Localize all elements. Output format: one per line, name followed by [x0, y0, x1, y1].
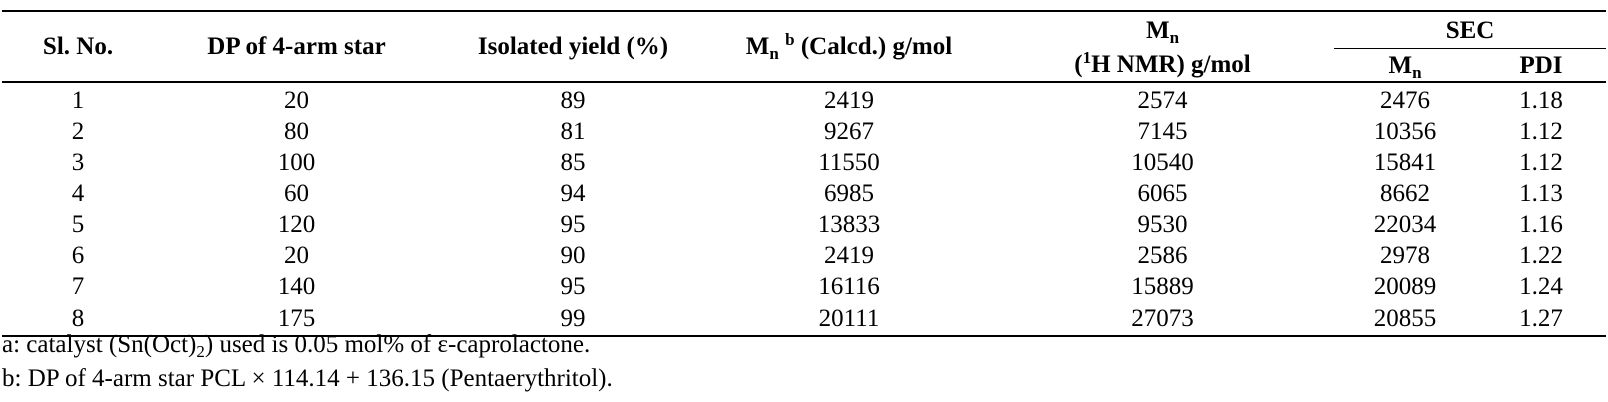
- table-row: 4 60 94 6985 6065 8662 1.13: [2, 178, 1606, 209]
- cell-sec-mn: 2978: [1380, 242, 1430, 269]
- cell-sec-mn: 22034: [1373, 211, 1437, 238]
- cell-dp: 140: [277, 273, 316, 300]
- cell-pdi: 1.16: [1519, 211, 1563, 238]
- cell-mn-nmr: 9530: [1137, 211, 1188, 238]
- cell-mn-nmr: 15889: [1131, 273, 1194, 300]
- cell-sl: 7: [71, 273, 85, 300]
- cell-yield: 95: [560, 211, 586, 238]
- footnote-a: a: catalyst (Sn(Oct)2) used is 0.05 mol%…: [2, 331, 591, 361]
- header-sl-no: Sl. No.: [2, 10, 154, 82]
- cell-sl: 6: [71, 242, 85, 269]
- cell-pdi: 1.12: [1519, 118, 1563, 145]
- cell-dp: 20: [284, 242, 309, 269]
- cell-sl: 4: [71, 180, 85, 207]
- header-sec-pdi: PDI: [1519, 51, 1563, 79]
- cell-sec-mn: 15841: [1373, 149, 1437, 176]
- cell-yield: 99: [439, 302, 707, 337]
- cell-mn-nmr: 10540: [1131, 149, 1194, 176]
- cell-yield: 85: [560, 149, 586, 176]
- cell-dp: 100: [277, 149, 316, 176]
- cell-mn-calcd: 9267: [824, 118, 874, 145]
- cell-mn-calcd: 20111: [707, 302, 991, 337]
- cell-dp: 120: [277, 211, 316, 238]
- cell-pdi: 1.27: [1476, 302, 1607, 337]
- cell-sec-mn: 10356: [1373, 118, 1437, 145]
- cell-sl: 8: [2, 302, 154, 337]
- table-body: 1 20 89 2419 2574 2476 1.18 2 80 81 9267…: [2, 81, 1607, 337]
- cell-mn-nmr: 27073: [991, 302, 1334, 337]
- cell-yield: 94: [560, 180, 586, 207]
- cell-yield: 89: [439, 81, 707, 116]
- cell-mn-nmr: 2586: [1137, 242, 1188, 269]
- table-row: 1 20 89 2419 2574 2476 1.18: [2, 81, 1607, 116]
- table-header: Sl. No. DP of 4-arm star Isolated yield …: [2, 10, 1607, 82]
- table-row: 3 100 85 11550 10540 15841 1.12: [2, 147, 1606, 178]
- cell-mn-nmr: 6065: [1137, 180, 1188, 207]
- header-dp: DP of 4-arm star: [154, 10, 439, 82]
- cell-dp: 20: [154, 81, 439, 116]
- cell-sl: 3: [71, 149, 85, 176]
- cell-dp: 175: [154, 302, 439, 337]
- cell-mn-calcd: 2419: [824, 242, 874, 269]
- cell-mn-nmr: 7145: [1137, 118, 1188, 145]
- table-row: 2 80 81 9267 7145 10356 1.12: [2, 116, 1606, 147]
- cell-pdi: 1.18: [1476, 81, 1607, 116]
- table-row: 5 120 95 13833 9530 22034 1.16: [2, 209, 1606, 240]
- cell-dp: 60: [284, 180, 309, 207]
- cell-sec-mn: 20855: [1334, 302, 1476, 337]
- cell-mn-calcd: 16116: [818, 273, 880, 300]
- cell-sl: 5: [71, 211, 85, 238]
- results-table: Sl. No. DP of 4-arm star Isolated yield …: [2, 10, 1607, 337]
- cell-mn-calcd: 11550: [818, 149, 880, 176]
- table-row: 6 20 90 2419 2586 2978 1.22: [2, 240, 1606, 271]
- cell-sec-mn: 2476: [1334, 81, 1476, 116]
- table-row: 8 175 99 20111 27073 20855 1.27: [2, 302, 1607, 337]
- cell-mn-nmr: 2574: [991, 81, 1334, 116]
- cell-yield: 95: [560, 273, 586, 300]
- header-mn-nmr-unit: (1H NMR) g/mol: [1074, 48, 1251, 79]
- header-mn-nmr-symbol: Mn: [991, 10, 1334, 49]
- header-mn-calcd: Mn b (Calcd.) g/mol: [707, 10, 991, 82]
- cell-sl: 2: [71, 118, 85, 145]
- cell-sl: 1: [2, 81, 154, 116]
- header-sec-mn: Mn: [1388, 51, 1422, 82]
- cell-sec-mn: 20089: [1373, 273, 1437, 300]
- cell-yield: 81: [560, 118, 586, 145]
- cell-yield: 90: [560, 242, 586, 269]
- cell-mn-calcd: 6985: [824, 180, 874, 207]
- table-row: 7 140 95 16116 15889 20089 1.24: [2, 271, 1606, 302]
- header-sec: SEC: [1334, 10, 1607, 49]
- cell-pdi: 1.24: [1519, 273, 1563, 300]
- cell-pdi: 1.22: [1519, 242, 1563, 269]
- cell-mn-calcd: 13833: [817, 211, 881, 238]
- cell-pdi: 1.12: [1519, 149, 1563, 176]
- footnote-b: b: DP of 4-arm star PCL × 114.14 + 136.1…: [2, 365, 613, 392]
- cell-sec-mn: 8662: [1380, 180, 1430, 207]
- cell-dp: 80: [284, 118, 309, 145]
- table-footnotes: a: catalyst (Sn(Oct)2) used is 0.05 mol%…: [2, 328, 613, 396]
- cell-pdi: 1.13: [1519, 180, 1563, 207]
- cell-mn-calcd: 2419: [707, 81, 991, 116]
- header-yield: Isolated yield (%): [439, 10, 707, 82]
